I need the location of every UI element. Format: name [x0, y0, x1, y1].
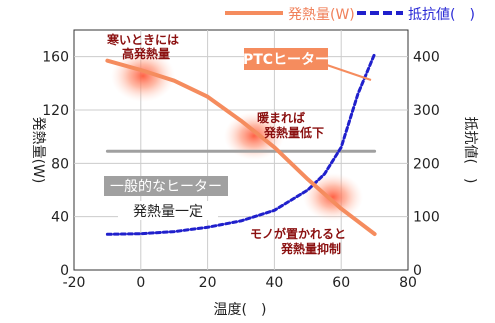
y-axis-right-label: 抵抗値( ): [462, 117, 478, 184]
anno-cold-line1: 寒いときには: [106, 32, 179, 47]
y-axis-left-label: 発熱量(W): [30, 117, 46, 184]
y-left-tick-label: 120: [42, 103, 69, 119]
series-line-heat: [105, 58, 377, 236]
series-lines: [105, 52, 377, 236]
ptc-callout-box: [244, 48, 328, 70]
ptc-callout-label: PTCヒーター: [243, 52, 329, 68]
y-left-tick-label: 0: [60, 263, 69, 279]
x-tick-label: 0: [136, 275, 145, 291]
x-tick-label: 60: [332, 275, 350, 291]
x-tick-label: -20: [63, 275, 86, 291]
anno-warm-line1: 暖まれば: [257, 110, 305, 125]
x-axis-label: 温度( ): [214, 302, 267, 318]
glow-cold: [111, 50, 175, 102]
legend-label-resistance: 抵抗値( ): [408, 7, 475, 23]
y-right-tick-label: 0: [413, 263, 422, 279]
y-right-tick-label: 100: [413, 210, 440, 226]
glow-warm: [224, 112, 284, 160]
y-left-tick-label: 40: [51, 210, 69, 226]
anno-warm-line2: 発熱量低下: [263, 125, 324, 140]
x-tick-label: 80: [399, 275, 417, 291]
y-left-tick-label: 80: [51, 156, 69, 172]
y-right-tick-label: 300: [413, 103, 440, 119]
legend-label-heat: 発熱量(W): [288, 7, 355, 23]
constant-label-bg: [118, 201, 218, 220]
anno-cold-line2: 高発熱量: [122, 46, 170, 61]
anno-object-line1: モノが置かれると: [250, 226, 346, 241]
general-heater-label: 一般的なヒーター: [110, 179, 222, 195]
series-line-resistance: [105, 52, 377, 236]
x-tick-label: 40: [265, 275, 283, 291]
general-heater-box: [104, 176, 228, 196]
y-left-tick-label: 160: [42, 50, 69, 66]
glow-object: [303, 173, 363, 221]
y-right-tick-label: 200: [413, 156, 440, 172]
constant-label: 発熱量一定: [133, 204, 203, 220]
legend: 発熱量(W) 抵抗値( ): [225, 7, 475, 23]
y-right-tick-label: 400: [413, 50, 440, 66]
x-tick-label: 20: [199, 275, 217, 291]
anno-object-line2: 発熱量抑制: [280, 241, 341, 256]
